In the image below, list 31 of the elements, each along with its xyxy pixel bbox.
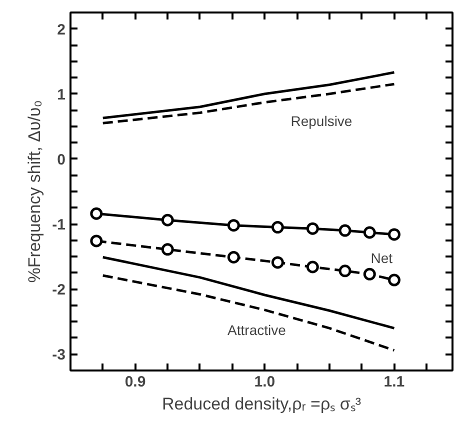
point <box>271 256 284 269</box>
line-series <box>102 274 396 352</box>
y-tick-label: -3 <box>52 346 66 364</box>
y-axis-title: %Frequency shift, Δυ/υ₀ <box>25 100 44 283</box>
point <box>338 224 352 237</box>
y-tick-label: 0 <box>57 151 66 168</box>
point <box>363 226 376 239</box>
annotation: Repulsive <box>290 112 352 129</box>
point <box>90 207 103 220</box>
point <box>90 234 103 248</box>
point <box>388 228 400 241</box>
point <box>227 219 240 232</box>
y-tick-label: -2 <box>52 282 66 299</box>
point <box>227 251 240 264</box>
x-tick-label: 1.1 <box>384 374 405 390</box>
x-tick-label: 0.9 <box>124 374 146 390</box>
point <box>161 243 174 256</box>
x-axis-title: Reduced density,ρᵣ =ρₛ σₛ³ <box>162 394 362 414</box>
point <box>306 260 319 274</box>
point <box>271 221 284 234</box>
y-tick-label: 2 <box>57 21 66 38</box>
annotation: Net <box>370 250 393 266</box>
point <box>388 274 400 286</box>
y-tick-label: 1 <box>57 86 66 104</box>
annotation: Attractive <box>228 322 286 338</box>
y-tick-label: -1 <box>52 216 66 234</box>
point <box>338 264 352 278</box>
point <box>161 214 174 226</box>
x-tick-label: 1.0 <box>254 374 276 390</box>
point <box>306 222 319 235</box>
point <box>363 268 376 280</box>
